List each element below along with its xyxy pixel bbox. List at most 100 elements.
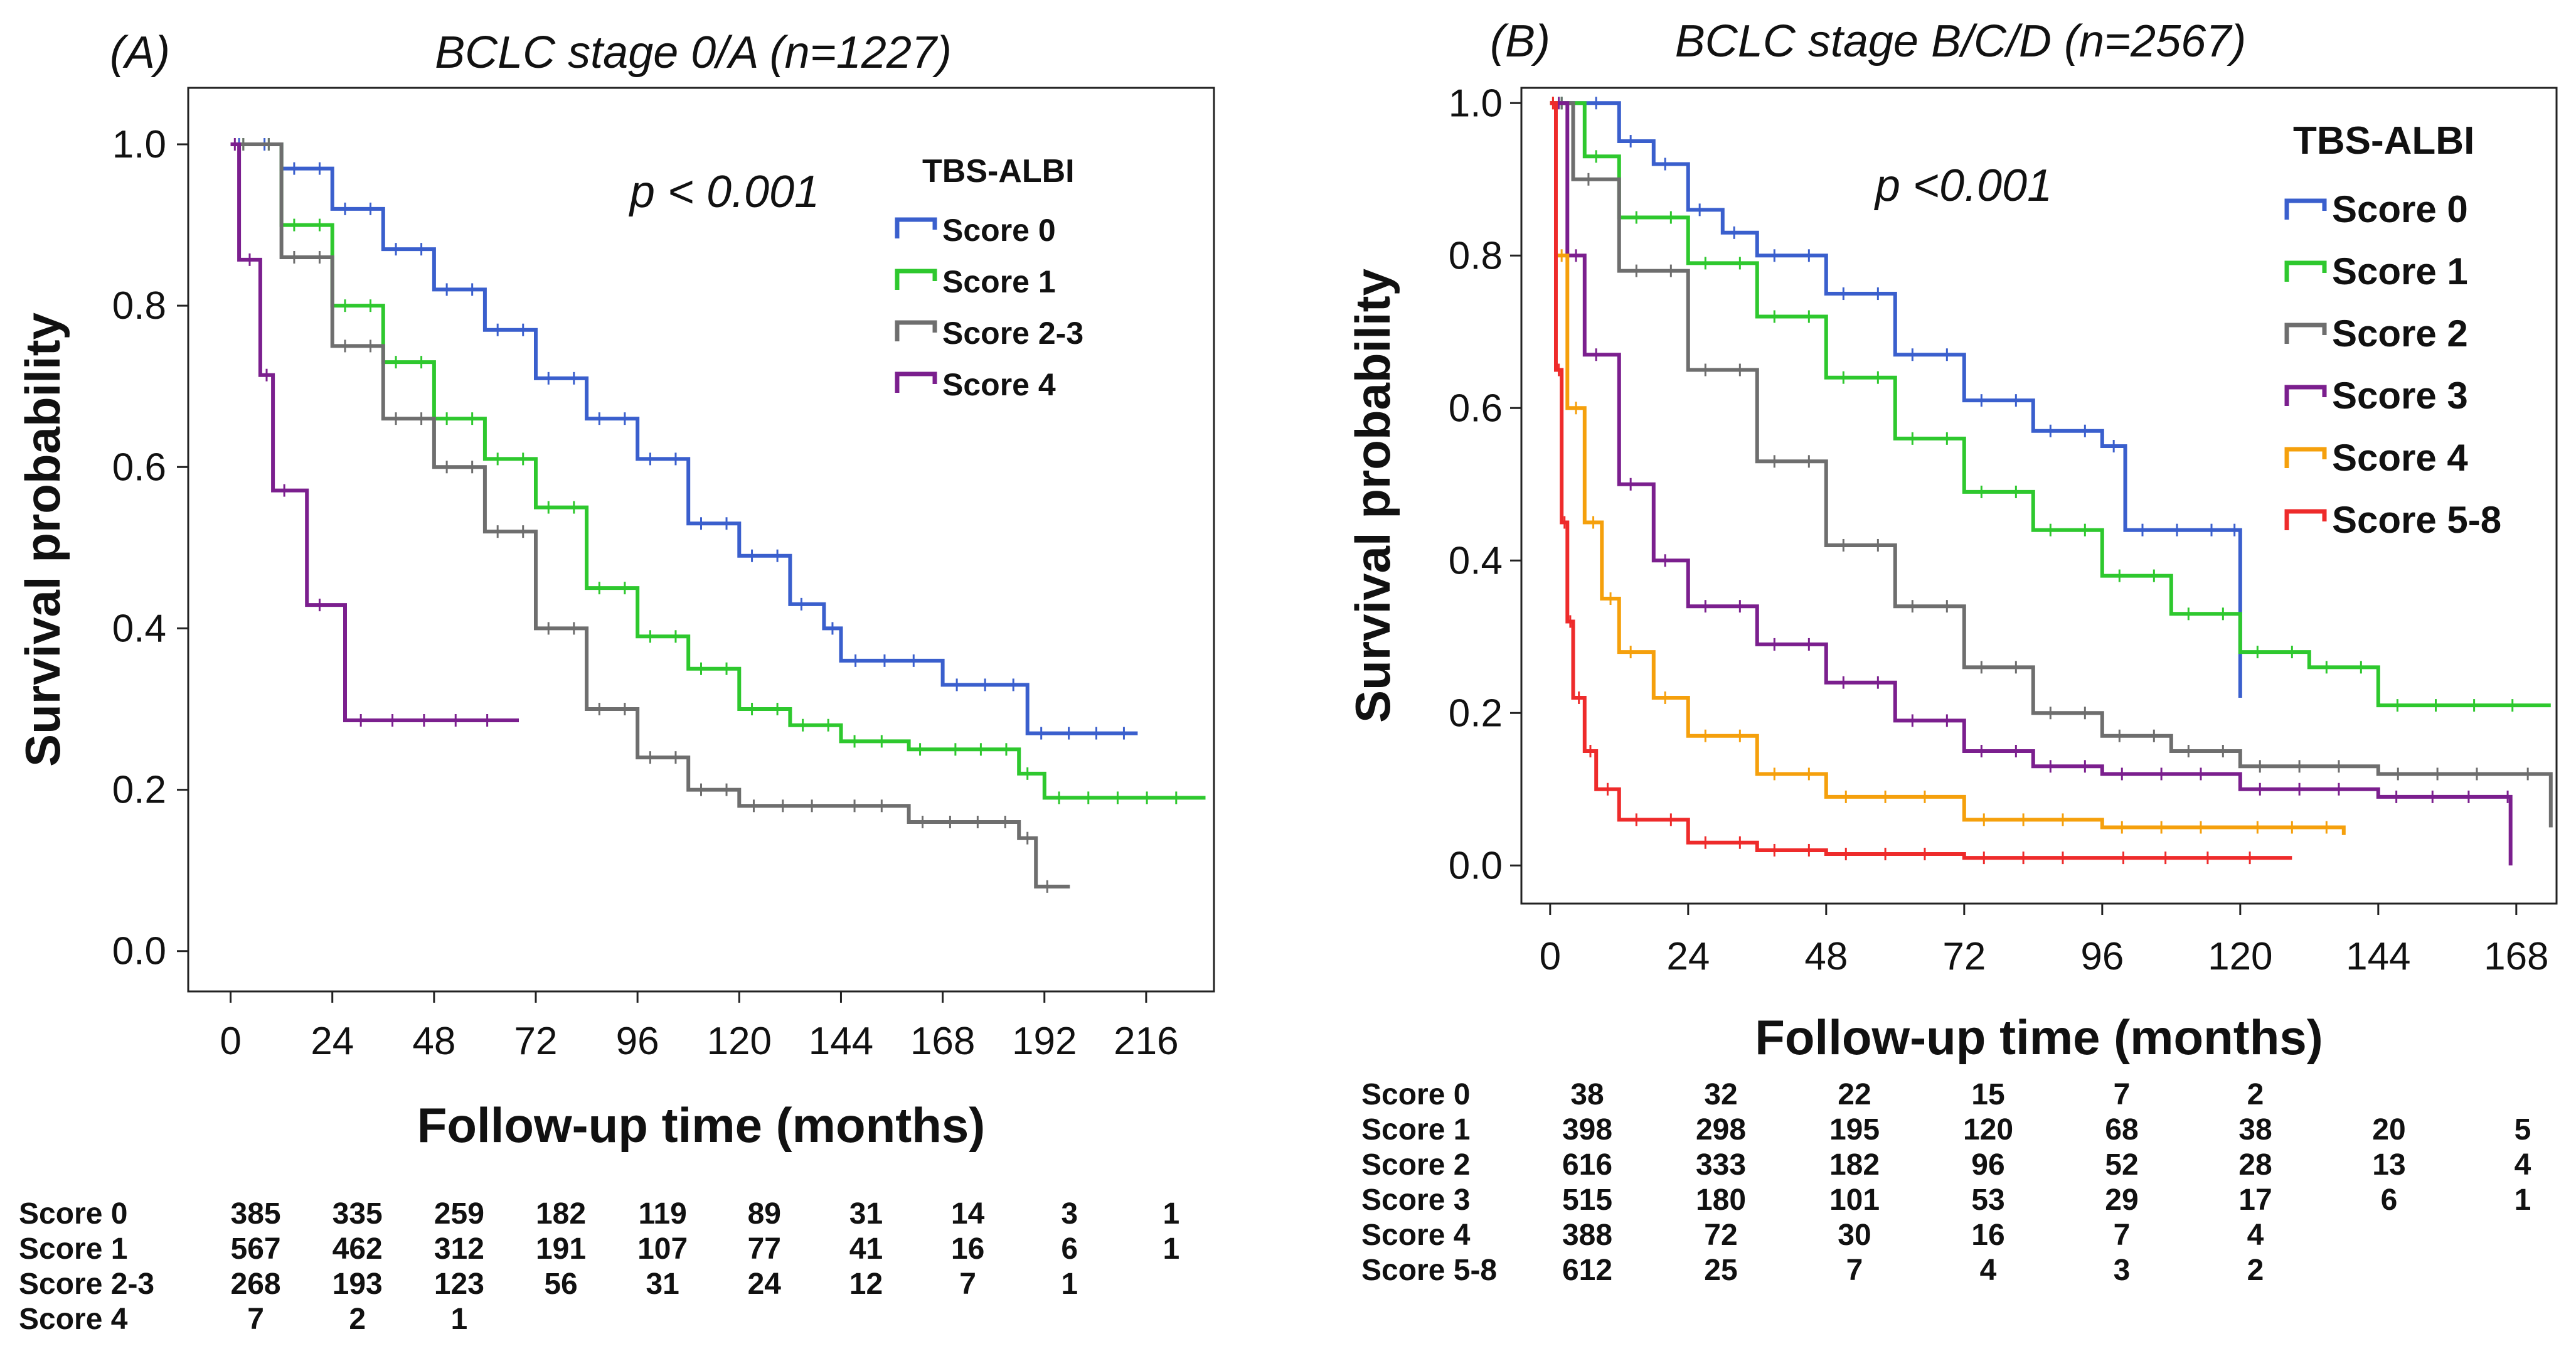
- series-score-4: [1550, 97, 2346, 835]
- legend-swatch: [2284, 198, 2327, 220]
- risk-table-cell: 7: [2114, 1219, 2131, 1252]
- panel-label: (A): [110, 28, 170, 78]
- p-value-annotation: p < 0.001: [629, 167, 819, 217]
- risk-table-cell: 107: [637, 1232, 688, 1266]
- series-score-2-3: [230, 138, 1070, 893]
- series-line: [1550, 101, 2292, 860]
- legend-title: TBS-ALBI: [2293, 119, 2474, 163]
- risk-table-cell: 268: [231, 1268, 281, 1301]
- risk-table-row-label: Score 2-3: [19, 1268, 154, 1301]
- series-score-3: [1550, 97, 2513, 866]
- legend-entry-label: Score 1: [2332, 250, 2468, 292]
- risk-table-cell: 3: [2114, 1254, 2131, 1287]
- risk-table-row-label: Score 3: [1361, 1183, 1470, 1217]
- x-axis-label: Follow-up time (months): [1755, 1010, 2323, 1065]
- panel-a-km-chart: (A) BCLC stage 0/A (n=1227) 0.0 0.2 0.4 0.6 0.…: [15, 28, 1215, 1336]
- panel-label: (B): [1490, 16, 1550, 67]
- risk-table-cell: 335: [333, 1197, 383, 1231]
- p-value-annotation: p <0.001: [1874, 161, 2052, 211]
- risk-table-cell: 32: [1704, 1078, 1737, 1111]
- x-tick-label: 72: [1942, 935, 1986, 978]
- legend-swatch: [895, 217, 937, 238]
- survival-curves: [230, 138, 1206, 893]
- risk-table-cell: 123: [434, 1268, 484, 1301]
- x-tick-label: 168: [2484, 935, 2548, 978]
- risk-table-row-label: Score 5-8: [1361, 1254, 1497, 1287]
- series-score-1: [230, 138, 1206, 804]
- risk-table-cell: 14: [951, 1197, 985, 1231]
- legend-swatch: [895, 269, 937, 290]
- risk-table-cell: 41: [849, 1232, 883, 1266]
- risk-table-cell: 398: [1562, 1113, 1612, 1146]
- risk-table-row-label: Score 4: [1361, 1219, 1471, 1252]
- risk-table-cell: 567: [231, 1232, 281, 1266]
- risk-table-cell: 385: [231, 1197, 281, 1231]
- y-tick-label: 1.0: [1449, 82, 1503, 125]
- y-tick-label: 0.8: [1449, 234, 1503, 277]
- risk-table-cell: 7: [247, 1303, 264, 1336]
- risk-table-cell: 72: [1704, 1219, 1737, 1252]
- series-line: [230, 142, 1070, 889]
- x-tick-label: 0: [220, 1020, 241, 1063]
- y-tick-label: 0.2: [1449, 691, 1503, 735]
- risk-table-cell: 312: [434, 1232, 484, 1266]
- risk-table-cell: 2: [2247, 1254, 2264, 1287]
- risk-table-cell: 616: [1562, 1148, 1612, 1182]
- risk-table-cell: 30: [1838, 1219, 1871, 1252]
- risk-table-cell: 120: [1963, 1113, 2013, 1146]
- risk-table-cell: 17: [2238, 1183, 2272, 1217]
- risk-table-cell: 182: [536, 1197, 586, 1231]
- y-tick-label: 0.0: [1449, 844, 1503, 887]
- risk-table-cell: 4: [2247, 1219, 2264, 1252]
- x-tick-label: 144: [809, 1020, 873, 1063]
- risk-table-cell: 31: [849, 1197, 883, 1231]
- legend-swatch: [2284, 323, 2327, 344]
- risk-table-cell: 2: [349, 1303, 366, 1336]
- legend-swatch: [2284, 385, 2327, 406]
- risk-table-cell: 298: [1696, 1113, 1746, 1146]
- legend-entry-label: Score 4: [2332, 437, 2468, 479]
- legend-entry-label: Score 5-8: [2332, 499, 2501, 541]
- risk-table-cell: 31: [646, 1268, 679, 1301]
- legend-swatch: [2284, 447, 2327, 468]
- risk-table-cell: 29: [2105, 1183, 2138, 1217]
- x-tick-label: 96: [616, 1020, 659, 1063]
- risk-table-cell: 1: [451, 1303, 468, 1336]
- legend-swatch: [2284, 260, 2327, 282]
- x-tick-label: 24: [1666, 935, 1710, 978]
- risk-table-cell: 101: [1829, 1183, 1880, 1217]
- series-line: [230, 142, 1206, 800]
- x-tick-label: 24: [311, 1020, 354, 1063]
- panel-b-km-chart: (B) BCLC stage B/C/D (n=2567) 0.0 0.2 0.4 0.6…: [1345, 16, 2558, 1287]
- risk-table-cell: 388: [1562, 1219, 1612, 1252]
- risk-table-cell: 1: [1163, 1232, 1180, 1266]
- y-tick-label: 0.0: [112, 930, 166, 973]
- risk-table-cell: 24: [748, 1268, 782, 1301]
- series-line: [230, 142, 1138, 735]
- risk-table-cell: 15: [1971, 1078, 2004, 1111]
- risk-table-cell: 12: [849, 1268, 883, 1301]
- series-score-1: [1550, 97, 2551, 712]
- risk-table-cell: 16: [1971, 1219, 2004, 1252]
- x-tick-label: 192: [1012, 1020, 1077, 1063]
- risk-table-cell: 333: [1696, 1148, 1746, 1182]
- legend-title: TBS-ALBI: [922, 153, 1075, 190]
- risk-table-cell: 7: [959, 1268, 976, 1301]
- risk-table-row-label: Score 0: [19, 1197, 127, 1231]
- y-tick-label: 0.6: [112, 446, 166, 489]
- legend-swatch: [895, 371, 937, 393]
- risk-table-cell: 182: [1829, 1148, 1880, 1182]
- y-axis-label: Survival probability: [1345, 269, 1400, 723]
- legend: TBS-ALBI Score 0 Score 1 Score 2 Score 3 Scor…: [2284, 119, 2501, 541]
- series-line: [1550, 101, 2513, 866]
- series-line: [1550, 101, 2553, 828]
- x-tick-label: 48: [1804, 935, 1848, 978]
- x-tick-label: 120: [2208, 935, 2272, 978]
- legend-entry-label: Score 2: [2332, 312, 2468, 355]
- series-score-4: [230, 138, 519, 727]
- risk-table-cell: 515: [1562, 1183, 1612, 1217]
- x-tick-label: 48: [412, 1020, 455, 1063]
